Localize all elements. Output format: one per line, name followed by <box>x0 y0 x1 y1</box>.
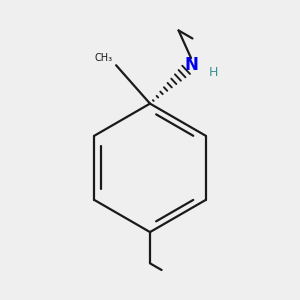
Text: N: N <box>184 56 198 74</box>
Text: H: H <box>209 66 218 79</box>
Text: CH₃: CH₃ <box>94 53 112 64</box>
